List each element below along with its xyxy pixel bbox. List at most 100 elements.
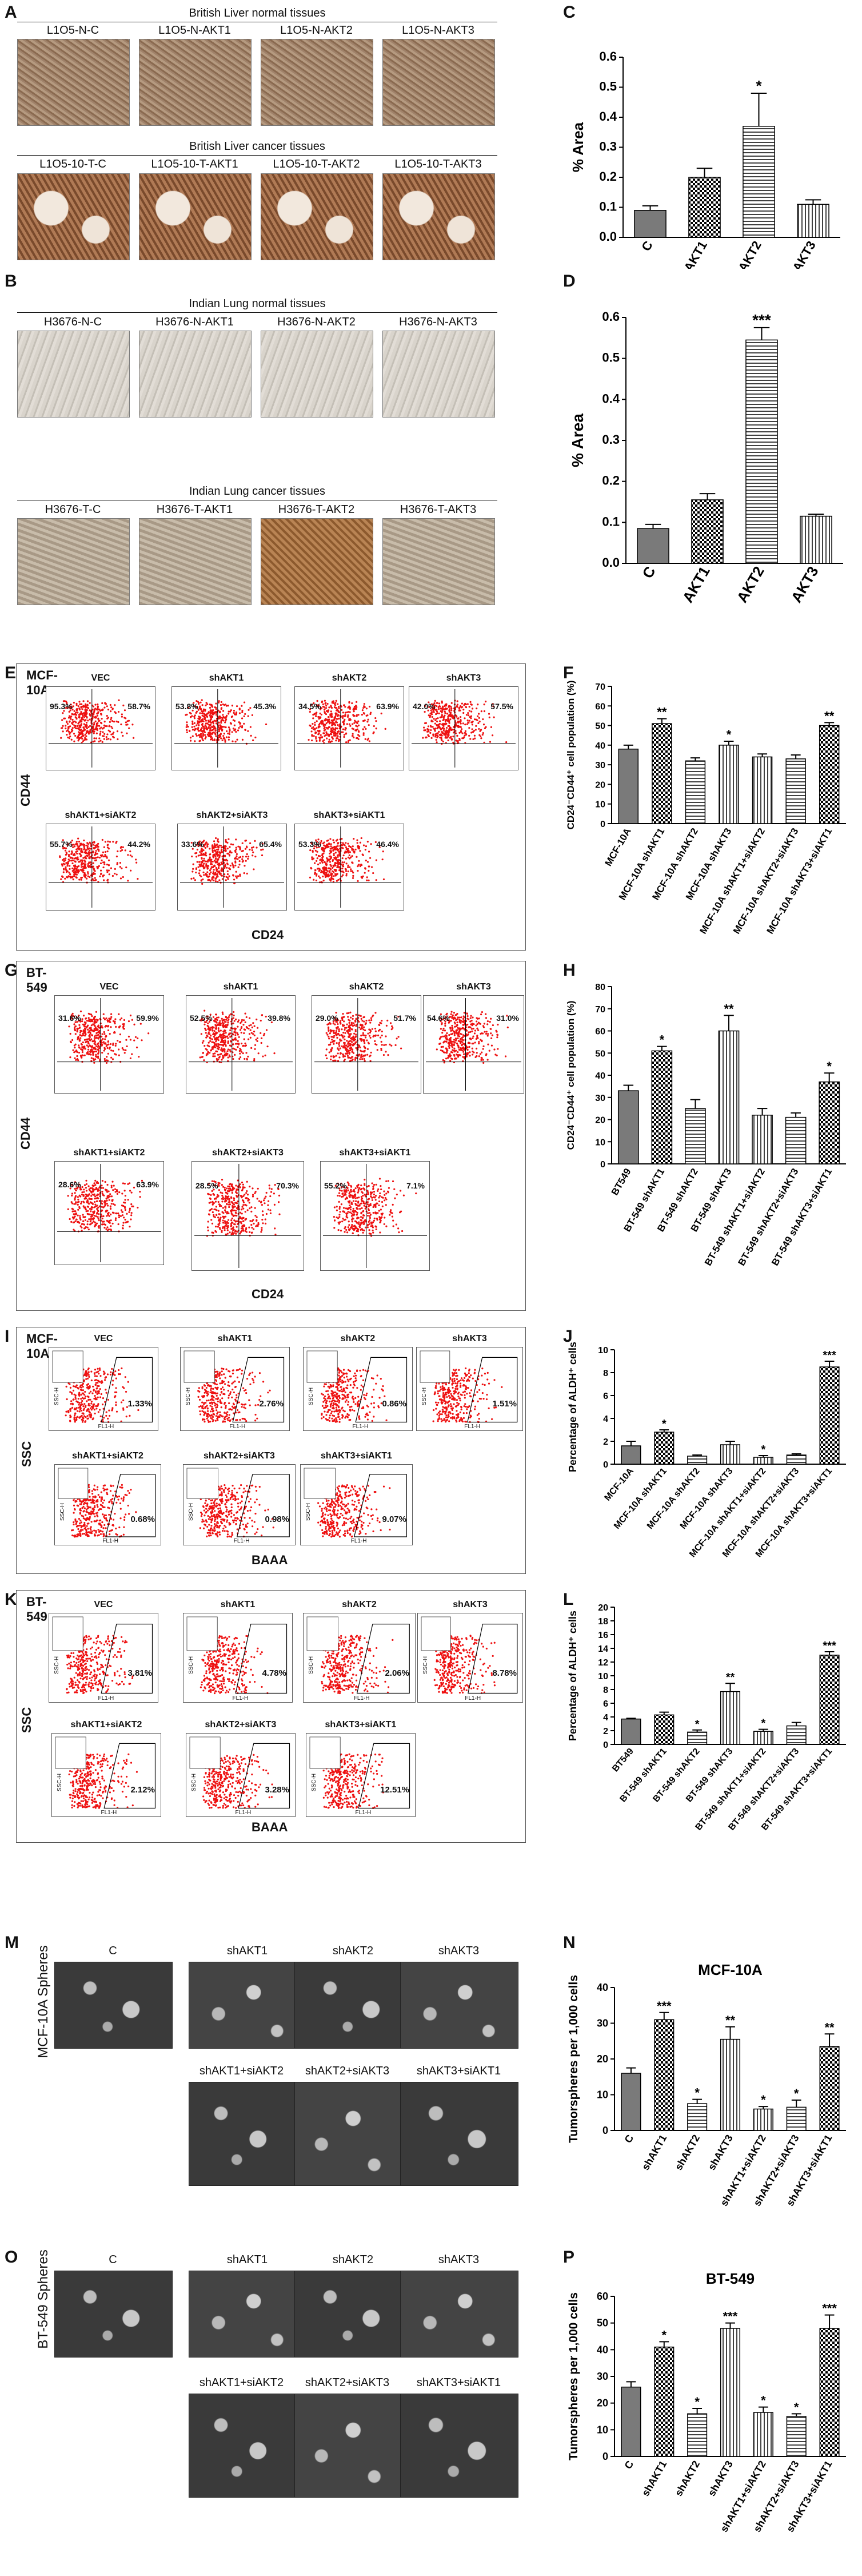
quadrant-ul-value: 28.5% <box>195 1181 218 1191</box>
x-category-label: MCF-10A <box>602 826 633 868</box>
aldh-percent: 2.12% <box>130 1784 155 1795</box>
bar <box>720 1691 741 1745</box>
panel-a-group-cancer: British Liver cancer tissues <box>189 140 325 153</box>
axis-y-label: SSC-H <box>422 1656 429 1675</box>
flow-plot-title: VEC <box>94 1600 113 1609</box>
flow-scatter <box>189 1736 290 1809</box>
axis-x-label: FL1-H <box>98 1424 114 1430</box>
panel-o-side-label: BT-549 Spheres <box>35 2249 51 2349</box>
image-label: H3676-T-AKT1 <box>156 503 233 516</box>
significance-mark: *** <box>752 311 771 329</box>
flow-plot-title: shAKT2+siAKT3 <box>212 1148 284 1158</box>
flow-scatter <box>57 998 161 1091</box>
flow-plot-title: shAKT1 <box>223 982 258 992</box>
flow-plot-title: VEC <box>94 1334 113 1343</box>
quadrant-ul-value: 52.5% <box>190 1013 213 1023</box>
bar <box>687 1731 708 1745</box>
bar <box>718 1030 740 1164</box>
y-tick-label: 0 <box>603 1740 608 1750</box>
quadrant-ur-value: 7.1% <box>406 1181 425 1191</box>
y-axis-label: % Area <box>569 414 586 467</box>
y-tick-label: 40 <box>595 741 605 751</box>
y-tick-label: 30 <box>595 761 605 770</box>
tissue-image <box>17 518 130 605</box>
axis-y-label: SSC-H <box>311 1773 318 1791</box>
y-tick-label: 30 <box>595 1094 605 1103</box>
bar <box>720 2328 741 2457</box>
axis-x-label: FL1-H <box>233 1538 250 1544</box>
panel-i-cell-line: MCF-10A <box>26 1331 58 1361</box>
panel-i-xlabel: BAAA <box>252 1553 288 1567</box>
sphere-image <box>189 2271 307 2358</box>
sphere-image <box>189 1962 307 2049</box>
flow-scatter <box>306 1350 408 1423</box>
bar <box>651 1050 673 1164</box>
quadrant-ur-value: 63.9% <box>136 1180 159 1190</box>
bar <box>621 2073 641 2131</box>
panel-b-group-cancer: Indian Lung cancer tissues <box>189 485 325 498</box>
y-tick-label: 16 <box>598 1631 608 1640</box>
quadrant-ul-value: 28.6% <box>58 1180 81 1190</box>
x-category-label: shAKT1 <box>640 2133 669 2172</box>
chart-title: BT-549 <box>706 2270 755 2287</box>
bar <box>752 1115 773 1164</box>
bar <box>786 2416 807 2457</box>
aldh-percent: 2.76% <box>259 1398 284 1409</box>
flow-plot-title: shAKT1+siAKT2 <box>73 1148 145 1158</box>
panel-b-group-normal: Indian Lung normal tissues <box>189 297 326 310</box>
bar <box>654 2019 675 2131</box>
sphere-image <box>189 2394 296 2498</box>
chart-l: 0 2 4 6 8 10 12 14 16 18 20 Percentage of ALDH⁺ cel… <box>567 1603 846 1832</box>
panel-label-f: F <box>563 663 574 682</box>
bar <box>654 1714 675 1745</box>
y-tick-label: 20 <box>598 1603 608 1613</box>
panel-label-m: M <box>5 1933 19 1952</box>
sphere-label: shAKT1+siAKT2 <box>199 2376 284 2389</box>
significance-mark: * <box>695 2395 700 2409</box>
significance-mark: * <box>660 1033 665 1047</box>
axis-x-label: FL1-H <box>101 1810 117 1816</box>
y-tick-label: 10 <box>595 800 605 810</box>
y-tick-label: 6 <box>603 1392 608 1401</box>
flow-plot-title: shAKT3 <box>446 673 481 683</box>
y-tick-label: 50 <box>595 722 605 732</box>
y-tick-label: 2 <box>603 1437 608 1447</box>
y-axis-label: Tumorspheres per 1,000 cells <box>567 1975 580 2143</box>
axis-y-label: SSC-H <box>421 1387 428 1405</box>
quadrant-ur-value: 59.9% <box>136 1013 159 1023</box>
sphere-label: shAKT1+siAKT2 <box>199 2065 284 2077</box>
quadrant-ul-value: 55.7% <box>50 840 73 849</box>
aldh-percent: 8.78% <box>492 1668 517 1679</box>
x-category-label: shAKT3 <box>706 2459 735 2498</box>
flow-plot-title: shAKT3+siAKT1 <box>321 1451 392 1461</box>
flow-scatter <box>304 1468 407 1538</box>
flow-scatter <box>58 1468 156 1538</box>
aldh-percent: 2.06% <box>385 1668 409 1679</box>
x-category-label: BT-549 shAKT1+siAKT2 <box>703 1167 767 1268</box>
y-tick-label: 70 <box>595 1005 605 1015</box>
y-tick-label: 0.3 <box>599 140 617 154</box>
y-tick-label: 8 <box>603 1369 608 1378</box>
tissue-image <box>139 173 252 260</box>
tissue-image <box>261 331 373 418</box>
x-category-label: C <box>622 2459 636 2471</box>
significance-mark: * <box>761 2394 766 2408</box>
bar <box>819 1655 840 1745</box>
flow-plot: shAKT2+siAKT3 0.98% SSC-H FL1-H <box>183 1451 296 1545</box>
sphere-label: C <box>109 2253 117 2266</box>
bar <box>654 1432 675 1465</box>
tissue-image <box>382 331 495 418</box>
image-label: H3676-N-AKT2 <box>277 316 356 328</box>
aldh-percent: 3.28% <box>265 1784 289 1795</box>
tissue-image <box>382 39 495 126</box>
quadrant-ul-value: 29.0% <box>316 1013 338 1023</box>
bar <box>786 1725 807 1745</box>
panel-k-cell-line: BT-549 <box>26 1595 47 1624</box>
significance-mark: *** <box>657 1999 672 2013</box>
flow-scatter <box>52 1616 153 1694</box>
axis-x-label: FL1-H <box>232 1695 249 1702</box>
bar <box>753 1731 773 1745</box>
bar <box>786 1454 807 1465</box>
y-tick-label: 0.3 <box>602 432 620 447</box>
panel-i-ylabel: SSC <box>19 1441 34 1467</box>
